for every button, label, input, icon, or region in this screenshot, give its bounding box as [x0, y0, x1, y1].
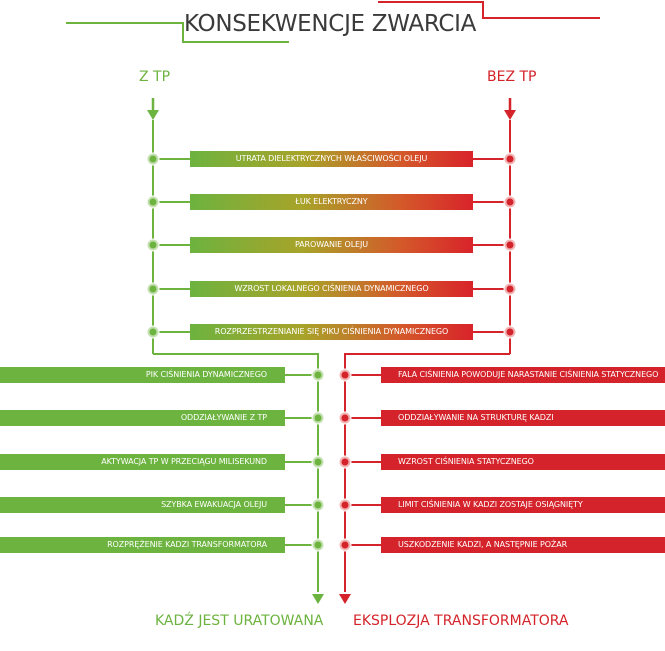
left-branch-label: Z TP	[139, 69, 171, 85]
diagram-title: KONSEKWENCJE ZWARCIA	[184, 11, 477, 37]
left-step: SZYBKA EWAKUACJA OLEJU	[0, 497, 285, 513]
red-nodes	[338, 152, 517, 552]
right-step: LIMIT CIŚNIENIA W KADZI ZOSTAJE OSIĄGNIĘ…	[381, 497, 665, 513]
left-outcome: KADŹ JEST URATOWANA	[155, 613, 324, 629]
shared-step: ROZPRZESTRZENIANIE SIĘ PIKU CIŚNIENIA DY…	[190, 324, 473, 340]
left-step: AKTYWACJA TP W PRZECIĄGU MILISEKUND	[0, 454, 285, 470]
right-bottom-arrow	[339, 594, 351, 604]
right-step: ODDZIAŁYWANIE NA STRUKTURĘ KADZI	[381, 410, 665, 426]
shared-step: UTRATA DIELEKTRYCZNYCH WŁAŚCIWOŚCI OLEJU	[190, 151, 473, 167]
green-nodes	[146, 152, 325, 552]
left-step: ROZPRĘŻENIE KADZI TRANSFORMATORA	[0, 537, 285, 553]
left-step: ODDZIAŁYWANIE Z TP	[0, 410, 285, 426]
right-crossover-line	[344, 353, 510, 592]
shared-step: PAROWANIE OLEJU	[190, 237, 473, 253]
left-top-arrow	[147, 98, 159, 120]
right-top-arrow	[504, 98, 516, 120]
title-green-line	[66, 22, 289, 43]
title-red-line	[378, 1, 600, 19]
right-step: FALA CIŚNIENIA POWODUJE NARASTANIE CIŚNI…	[381, 367, 665, 383]
shared-step: ŁUK ELEKTRYCZNY	[190, 194, 473, 210]
right-branch-label: BEZ TP	[487, 69, 537, 85]
right-step: WZROST CIŚNIENIA STATYCZNEGO	[381, 454, 665, 470]
shared-step: WZROST LOKALNEGO CIŚNIENIA DYNAMICZNEGO	[190, 281, 473, 297]
lower-connectors	[285, 374, 381, 546]
left-step: PIK CIŚNIENIA DYNAMICZNEGO	[0, 367, 285, 383]
left-crossover-line	[153, 353, 319, 592]
right-step: USZKODZENIE KADZI, A NASTĘPNIE POŻAR	[381, 537, 665, 553]
right-outcome: EKSPLOZJA TRANSFORMATORA	[353, 613, 569, 629]
left-bottom-arrow	[312, 594, 324, 604]
